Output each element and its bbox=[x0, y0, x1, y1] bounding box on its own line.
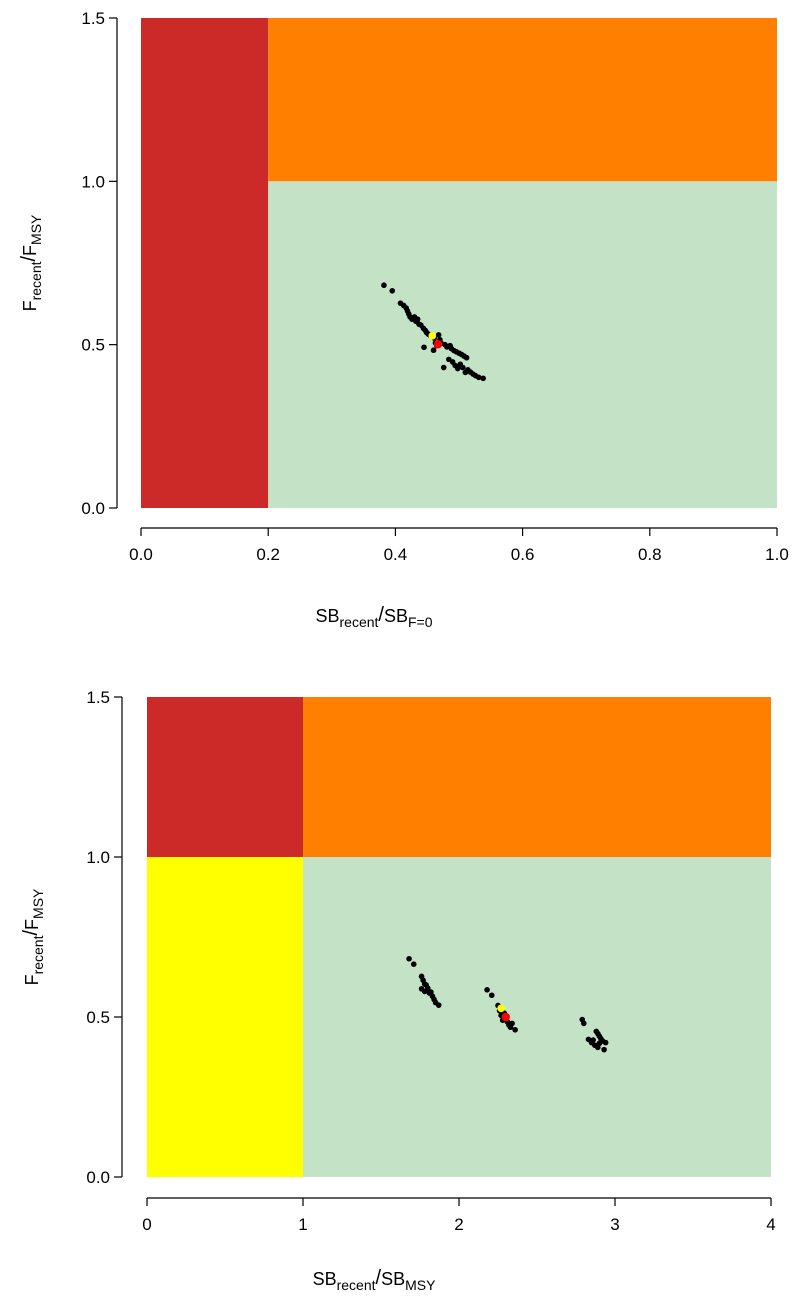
highlight-point-red bbox=[433, 340, 443, 349]
data-point bbox=[463, 354, 470, 361]
data-point bbox=[423, 982, 430, 988]
zone-orange-zone bbox=[268, 18, 777, 182]
x-axis-title: SBrecent/SBF=0 bbox=[315, 604, 432, 630]
y-axis-title-main: F bbox=[22, 974, 42, 985]
data-points bbox=[381, 282, 486, 382]
y-tick-label: 1.5 bbox=[81, 9, 105, 28]
data-point bbox=[475, 374, 482, 381]
y-tick-label: 0.0 bbox=[86, 1168, 110, 1187]
x-tick-label: 0 bbox=[142, 1215, 151, 1234]
zone-green-zone bbox=[303, 857, 771, 1177]
x-axis: 0.0 0.2 0.4 0.6 0.8 1.0 bbox=[129, 527, 789, 564]
y-axis-title-sub: recent bbox=[30, 935, 46, 974]
x-tick-label: 0.0 bbox=[129, 545, 153, 564]
data-point bbox=[410, 961, 417, 967]
data-point bbox=[414, 316, 421, 322]
data-point bbox=[512, 1027, 518, 1033]
data-point bbox=[601, 1046, 607, 1053]
x-axis-title-slash: / bbox=[378, 604, 384, 626]
x-axis-title-main: SB bbox=[313, 1269, 337, 1289]
x-tick-label: 4 bbox=[766, 1215, 775, 1234]
y-axis-title-main2: F bbox=[20, 245, 40, 256]
x-axis-title-sub: recent bbox=[340, 614, 379, 630]
data-point bbox=[581, 1020, 587, 1027]
y-axis: 0.0 0.5 1.0 1.5 bbox=[86, 688, 123, 1187]
zone-orange-zone bbox=[303, 697, 771, 857]
y-tick-label: 1.0 bbox=[86, 848, 110, 867]
x-tick-label: 1.0 bbox=[765, 545, 789, 564]
y-axis-title-sub2: MSY bbox=[28, 214, 44, 245]
y-axis-title: Frecent/FMSY bbox=[18, 214, 44, 311]
data-point bbox=[435, 1002, 442, 1008]
x-tick-label: 0.6 bbox=[511, 545, 535, 564]
x-axis-title-sub2: MSY bbox=[405, 1277, 436, 1293]
data-point bbox=[509, 1020, 515, 1027]
x-tick-label: 0.4 bbox=[384, 545, 408, 564]
zone-green-zone bbox=[268, 181, 777, 509]
y-axis-title-slash: / bbox=[20, 929, 42, 935]
highlight-point-yellow bbox=[497, 1004, 505, 1013]
x-axis-title-main2: SB bbox=[381, 1269, 405, 1289]
zone-yellow-zone bbox=[147, 857, 303, 1177]
chart-top: 0.00.51.01.50.0 0.2 0.4 0.6 0.8 1.0SBrecent/S… bbox=[18, 9, 789, 630]
y-axis-title: Frecent/FMSY bbox=[20, 888, 46, 985]
x-tick-label: 0.2 bbox=[256, 545, 280, 564]
data-point bbox=[488, 992, 495, 999]
y-tick-label: 0.0 bbox=[81, 499, 105, 518]
x-axis-title-sub: recent bbox=[337, 1277, 376, 1293]
y-tick-label: 0.5 bbox=[86, 1008, 110, 1027]
x-axis: 0 1 2 3 4 bbox=[142, 1197, 776, 1234]
data-point bbox=[596, 1040, 603, 1047]
y-axis-title-main2: F bbox=[22, 919, 42, 930]
y-tick-label: 1.5 bbox=[86, 688, 110, 707]
highlight-point-yellow bbox=[428, 332, 437, 340]
y-axis-title-main: F bbox=[20, 300, 40, 311]
data-points bbox=[406, 955, 609, 1053]
data-point bbox=[602, 1039, 609, 1046]
x-tick-label: 3 bbox=[610, 1215, 619, 1234]
x-axis-title-sub2: F=0 bbox=[408, 614, 433, 630]
data-point bbox=[454, 365, 461, 372]
x-tick-label: 2 bbox=[454, 1215, 463, 1234]
y-axis: 0.0 0.5 1.0 1.5 bbox=[81, 9, 118, 518]
chart-bottom: 0.00.51.01.50 1 2 3 4SBrecent/SBMSYFrecent/F… bbox=[20, 688, 776, 1293]
data-point bbox=[440, 364, 447, 371]
x-axis-title-main2: SB bbox=[384, 606, 408, 626]
y-tick-label: 1.0 bbox=[81, 172, 105, 191]
data-point bbox=[435, 332, 442, 338]
data-point bbox=[406, 955, 412, 962]
y-tick-label: 0.5 bbox=[81, 336, 105, 355]
y-axis-title-slash: / bbox=[18, 255, 40, 261]
highlight-point-red bbox=[501, 1012, 510, 1022]
data-point bbox=[381, 282, 387, 289]
zone-red-zone bbox=[147, 697, 303, 857]
data-point bbox=[389, 287, 396, 294]
y-axis-title-sub2: MSY bbox=[30, 888, 46, 919]
data-point bbox=[484, 987, 490, 993]
x-axis-title-main: SB bbox=[315, 606, 339, 626]
data-point bbox=[460, 364, 466, 371]
x-tick-label: 0.8 bbox=[638, 545, 662, 564]
data-point bbox=[430, 347, 437, 354]
x-tick-label: 1 bbox=[298, 1215, 307, 1234]
x-axis-title-slash: / bbox=[376, 1267, 382, 1289]
data-point bbox=[590, 1037, 596, 1043]
data-point bbox=[421, 344, 427, 351]
zone-red-zone bbox=[141, 18, 269, 508]
x-axis-title: SBrecent/SBMSY bbox=[313, 1267, 437, 1293]
data-point bbox=[480, 375, 486, 382]
y-axis-title-sub: recent bbox=[28, 261, 44, 300]
